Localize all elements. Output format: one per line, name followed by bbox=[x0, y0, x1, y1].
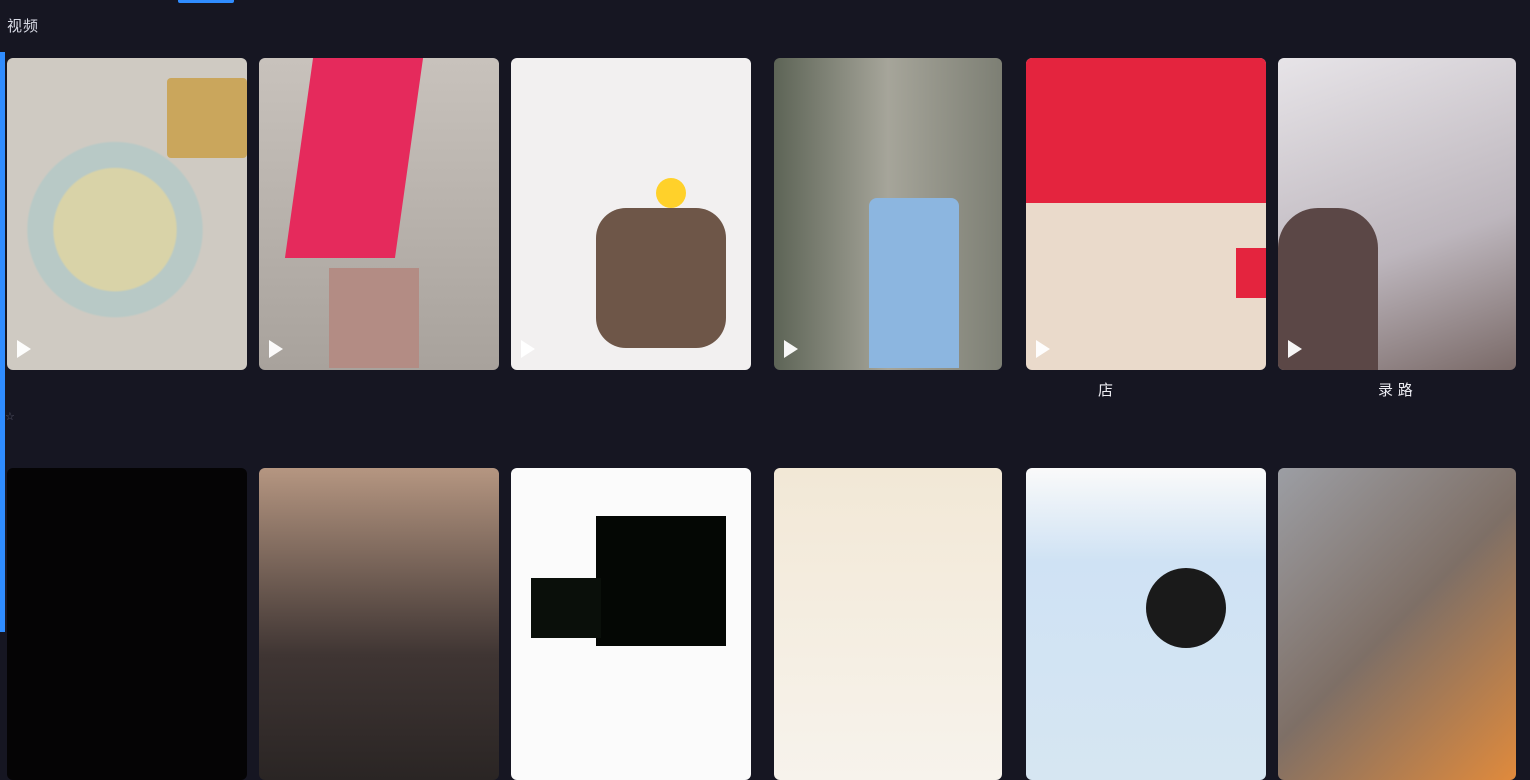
play-icon bbox=[1288, 340, 1302, 358]
video-card[interactable] bbox=[259, 468, 499, 780]
play-icon bbox=[521, 340, 535, 358]
video-thumbnail[interactable] bbox=[1278, 58, 1516, 370]
video-thumbnail[interactable] bbox=[7, 58, 247, 370]
video-card[interactable] bbox=[259, 58, 499, 422]
video-thumbnail[interactable] bbox=[774, 468, 1002, 780]
play-icon bbox=[1036, 340, 1050, 358]
video-card[interactable]: 店 bbox=[1026, 58, 1266, 422]
video-thumbnail[interactable] bbox=[1278, 468, 1516, 780]
video-thumbnail[interactable] bbox=[259, 468, 499, 780]
video-grid: 店 录 路 bbox=[7, 58, 1530, 780]
play-icon bbox=[269, 340, 283, 358]
top-tab-indicator bbox=[178, 0, 234, 3]
video-card[interactable] bbox=[774, 468, 1002, 780]
play-icon bbox=[784, 340, 798, 358]
video-thumbnail[interactable] bbox=[774, 58, 1002, 370]
video-thumbnail[interactable] bbox=[511, 468, 751, 780]
video-title[interactable] bbox=[259, 380, 499, 420]
play-icon bbox=[17, 340, 31, 358]
video-card[interactable] bbox=[774, 58, 1002, 422]
video-card[interactable] bbox=[511, 468, 751, 780]
video-title[interactable] bbox=[511, 380, 751, 420]
video-card[interactable] bbox=[1278, 468, 1516, 780]
video-card[interactable] bbox=[1026, 468, 1266, 780]
video-thumbnail[interactable] bbox=[1026, 58, 1266, 370]
video-title[interactable] bbox=[774, 380, 1002, 420]
video-title[interactable]: 录 路 bbox=[1378, 381, 1413, 399]
left-accent-bar bbox=[0, 52, 5, 632]
video-card[interactable] bbox=[7, 468, 247, 780]
video-card[interactable] bbox=[511, 58, 751, 422]
video-card[interactable] bbox=[7, 58, 247, 422]
video-title[interactable]: 店 bbox=[1098, 381, 1114, 399]
video-thumbnail[interactable] bbox=[511, 58, 751, 370]
star-icon[interactable]: ☆ bbox=[5, 410, 15, 423]
video-card[interactable]: 录 路 bbox=[1278, 58, 1516, 422]
video-thumbnail[interactable] bbox=[7, 468, 247, 780]
section-title: 视频 bbox=[7, 17, 40, 35]
video-title[interactable] bbox=[7, 380, 247, 420]
video-thumbnail[interactable] bbox=[259, 58, 499, 370]
video-thumbnail[interactable] bbox=[1026, 468, 1266, 780]
